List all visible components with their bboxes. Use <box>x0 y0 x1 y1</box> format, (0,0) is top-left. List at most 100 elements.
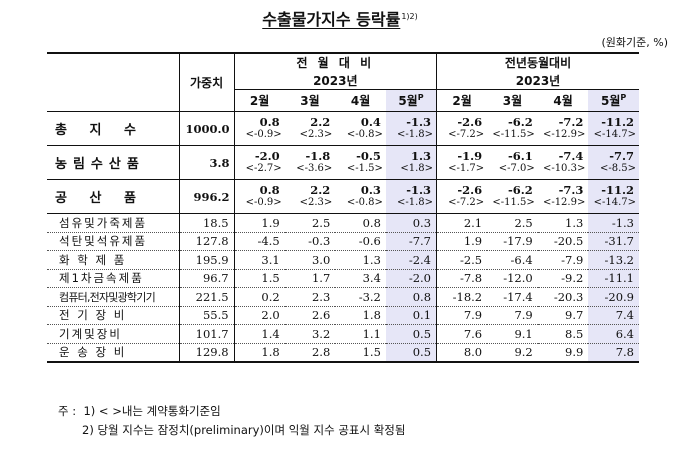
mom-value: 0.8 <box>233 111 285 129</box>
mom-month-header: 3월 <box>300 94 320 108</box>
mom-value: 0.4 <box>335 111 386 129</box>
yoy-month-header: 3월 <box>502 94 523 108</box>
preliminary-mark: P <box>620 93 627 102</box>
mom-subvalue: -3.2 <box>335 287 386 306</box>
yoy-subvalue: -7.9 <box>537 250 589 269</box>
yoy-value: -7.4 <box>537 145 589 163</box>
mom-subvalue: 2.6 <box>284 305 336 325</box>
row-label: 공 산 품 <box>47 179 180 214</box>
mom-subvalue: 3.2 <box>284 324 336 343</box>
yoy-subvalue: -17.4 <box>487 287 538 306</box>
export-price-index-table: 가중치 전 월 대 비 전년동월대비 2023년 2023년 2월 3월 4월 5월P… <box>47 52 639 363</box>
yoy-subvalue: 8.0 <box>436 342 488 363</box>
yoy-subvalue: 2.5 <box>487 213 538 232</box>
subrow-label: 화 학 제 품 <box>47 250 180 269</box>
subrow-weight: 55.5 <box>178 305 235 325</box>
yoy-contract-currency-value: <-1.7> <box>436 163 488 180</box>
yoy-group-header: 전년동월대비 <box>436 52 639 71</box>
yoy-contract-currency-value: <-12.9> <box>542 197 586 208</box>
mom-subvalue: 2.3 <box>284 287 336 306</box>
mom-subvalue: 1.5 <box>233 268 285 288</box>
footnotes: 주 : 1) < >내는 계약통화기준임 2) 당월 지수는 잠정치(preli… <box>58 402 405 440</box>
yoy-subvalue: 9.7 <box>537 305 589 325</box>
mom-subvalue: 3.4 <box>335 268 386 288</box>
yoy-subvalue: -20.3 <box>537 287 589 306</box>
mom-subvalue: 1.5 <box>335 342 386 363</box>
yoy-contract-currency-value: <-11.5> <box>492 197 535 208</box>
note-1: 1) < >내는 계약통화기준임 <box>83 404 221 418</box>
mom-contract-currency-value: <-3.6> <box>296 163 333 174</box>
row-weight: 996.2 <box>178 179 235 214</box>
row-label: 총 지 수 <box>47 111 180 146</box>
subrow-label: 기계및장비 <box>47 324 180 343</box>
yoy-value: -7.7 <box>588 145 639 163</box>
yoy-month-header: 5월P <box>588 89 639 112</box>
mom-value: 1.3 <box>385 145 437 163</box>
note-2: 2) 당월 지수는 잠정치(preliminary)이며 익월 지수 공표시 확… <box>82 423 406 437</box>
mom-subvalue: -4.5 <box>233 231 285 251</box>
yoy-contract-currency-value: <-14.7> <box>588 129 639 146</box>
mom-subvalue: -0.6 <box>335 231 386 251</box>
mom-contract-currency-value: <2.3> <box>299 197 333 208</box>
mom-subvalue: -0.3 <box>284 231 336 251</box>
yoy-value: -7.3 <box>537 179 589 197</box>
yoy-subvalue: -1.3 <box>588 213 639 232</box>
mom-group-header: 전 월 대 비 <box>233 52 437 71</box>
yoy-subvalue: 7.9 <box>436 305 488 325</box>
yoy-subvalue: 1.9 <box>436 231 488 251</box>
yoy-value: -2.6 <box>436 111 488 129</box>
yoy-contract-currency-value: <-11.5> <box>492 129 535 140</box>
subrow-weight: 127.8 <box>178 231 235 251</box>
subrow-label: 제1차금속제품 <box>47 268 180 288</box>
subrow-weight: 129.8 <box>178 342 235 363</box>
yoy-subvalue: -13.2 <box>588 250 639 269</box>
mom-subvalue: 1.8 <box>335 305 386 325</box>
mom-subvalue: 1.7 <box>284 268 336 288</box>
mom-subvalue: 0.2 <box>233 287 285 306</box>
mom-contract-currency-value: <-0.8> <box>346 197 383 208</box>
mom-value: -1.3 <box>385 111 437 129</box>
yoy-subvalue: -17.9 <box>487 231 538 251</box>
mom-month-header: 5월P <box>385 89 437 112</box>
mom-subvalue: 0.5 <box>385 324 437 343</box>
mom-subvalue: 1.4 <box>233 324 285 343</box>
yoy-subvalue: 7.6 <box>436 324 488 343</box>
yoy-value: -11.2 <box>588 111 639 129</box>
row-label: 농림수산품 <box>47 145 180 180</box>
subrow-label: 섬유및가죽제품 <box>47 213 180 232</box>
yoy-subvalue: -11.1 <box>588 268 639 288</box>
yoy-subvalue: 9.9 <box>537 342 589 363</box>
mom-subvalue: 1.8 <box>233 342 285 363</box>
note-prefix: 주 : <box>58 404 77 418</box>
yoy-value: -6.2 <box>487 179 538 197</box>
mom-month-header: 2월 <box>233 89 285 112</box>
yoy-subvalue: 9.1 <box>487 324 538 343</box>
mom-subvalue: 0.1 <box>385 305 437 325</box>
subrow-label: 전 기 장 비 <box>47 305 180 325</box>
mom-contract-currency-value: <2.3> <box>299 129 333 140</box>
yoy-subvalue: 9.2 <box>487 342 538 363</box>
mom-contract-currency-value: <-0.9> <box>233 129 285 146</box>
mom-contract-currency-value: <-0.9> <box>233 197 285 214</box>
subrow-weight: 221.5 <box>178 287 235 306</box>
yoy-subvalue: -7.8 <box>436 268 488 288</box>
preliminary-mark: P <box>417 93 424 102</box>
mom-value: 2.2 <box>284 111 336 129</box>
mom-subvalue: 0.5 <box>385 342 437 363</box>
yoy-month-header: 2월 <box>436 89 488 112</box>
yoy-subvalue: 7.9 <box>487 305 538 325</box>
unit-note: (원화기준, %) <box>601 36 668 49</box>
row-weight: 3.8 <box>178 145 235 180</box>
yoy-subvalue: -12.0 <box>487 268 538 288</box>
subrow-label: 컴퓨터,전자및광학기기 <box>47 287 180 306</box>
page-title: 수출물가지수 등락률1)2) <box>262 10 418 29</box>
mom-subvalue: 3.0 <box>284 250 336 269</box>
yoy-subvalue: -2.5 <box>436 250 488 269</box>
subrow-label: 석탄및석유제품 <box>47 231 180 251</box>
yoy-subvalue: -31.7 <box>588 231 639 251</box>
mom-subvalue: 2.8 <box>284 342 336 363</box>
yoy-contract-currency-value: <-12.9> <box>542 129 586 140</box>
mom-subvalue: 3.1 <box>233 250 285 269</box>
subrow-weight: 96.7 <box>178 268 235 288</box>
mom-value: 2.2 <box>284 179 336 197</box>
